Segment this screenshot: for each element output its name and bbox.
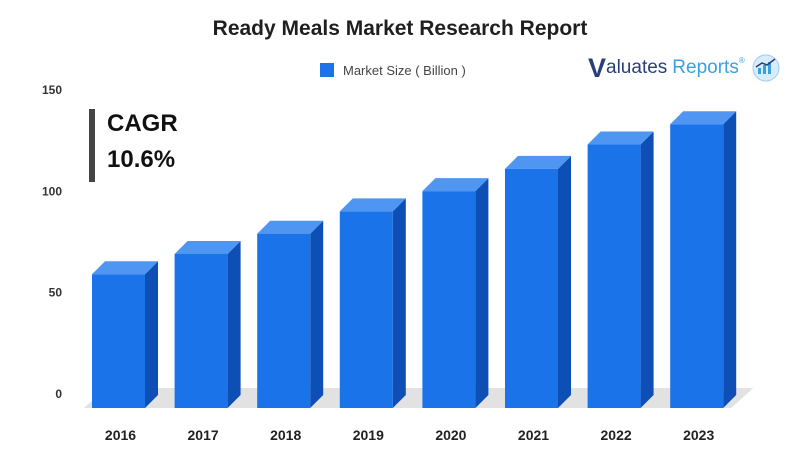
y-tick-label: 100 [42,184,62,198]
bar-top [505,155,571,169]
bar-top [92,261,158,275]
bar-top [587,131,654,145]
cagr-label: CAGR [107,110,178,137]
bar [505,168,558,408]
bar-side [392,198,406,408]
bar-side [475,178,489,408]
bar-side [640,131,654,409]
bar [339,211,393,408]
chart-title: Ready Meals Market Research Report [212,17,588,40]
bar [422,191,476,408]
y-tick-label: 0 [55,387,62,401]
bar-top [257,220,324,234]
x-tick-label: 2022 [601,427,632,443]
legend-swatch [320,63,334,77]
logo-word-reports: Reports [672,57,739,78]
x-tick-label: 2023 [683,427,714,443]
brand-logo: V aluates Reports ® [588,50,783,86]
bar-side [145,261,158,408]
bar [670,124,724,409]
logo-v-mark: V [588,52,607,83]
bar-top [422,178,489,192]
bar [587,144,641,409]
legend: Market Size ( Billion ) [320,60,466,80]
cagr-value: 10.6% [107,146,176,173]
y-tick-label: 150 [42,83,62,97]
x-tick-label: 2021 [518,427,549,443]
x-tick-label: 2019 [353,427,384,443]
chart-floor [84,388,754,408]
x-tick-label: 2017 [188,427,219,443]
bar-top [670,111,737,125]
bar-side [310,220,324,408]
y-tick-label: 50 [49,286,63,300]
bar-side [723,111,737,409]
x-tick-label: 2020 [435,427,466,443]
bar-top [174,240,241,254]
x-tick-label: 2018 [270,427,301,443]
bar-top [339,198,406,212]
bar-side [558,155,571,408]
legend-label: Market Size ( Billion ) [343,62,466,78]
bar [92,274,145,408]
cloud-chart-icon [752,54,780,82]
x-tick-label: 2016 [105,427,136,443]
bar-side [227,240,241,408]
cagr-accent-bar [89,109,95,182]
logo-word-aluates: aluates [606,57,668,78]
bar [174,253,228,408]
bar [257,233,311,408]
registered-mark: ® [738,56,745,65]
